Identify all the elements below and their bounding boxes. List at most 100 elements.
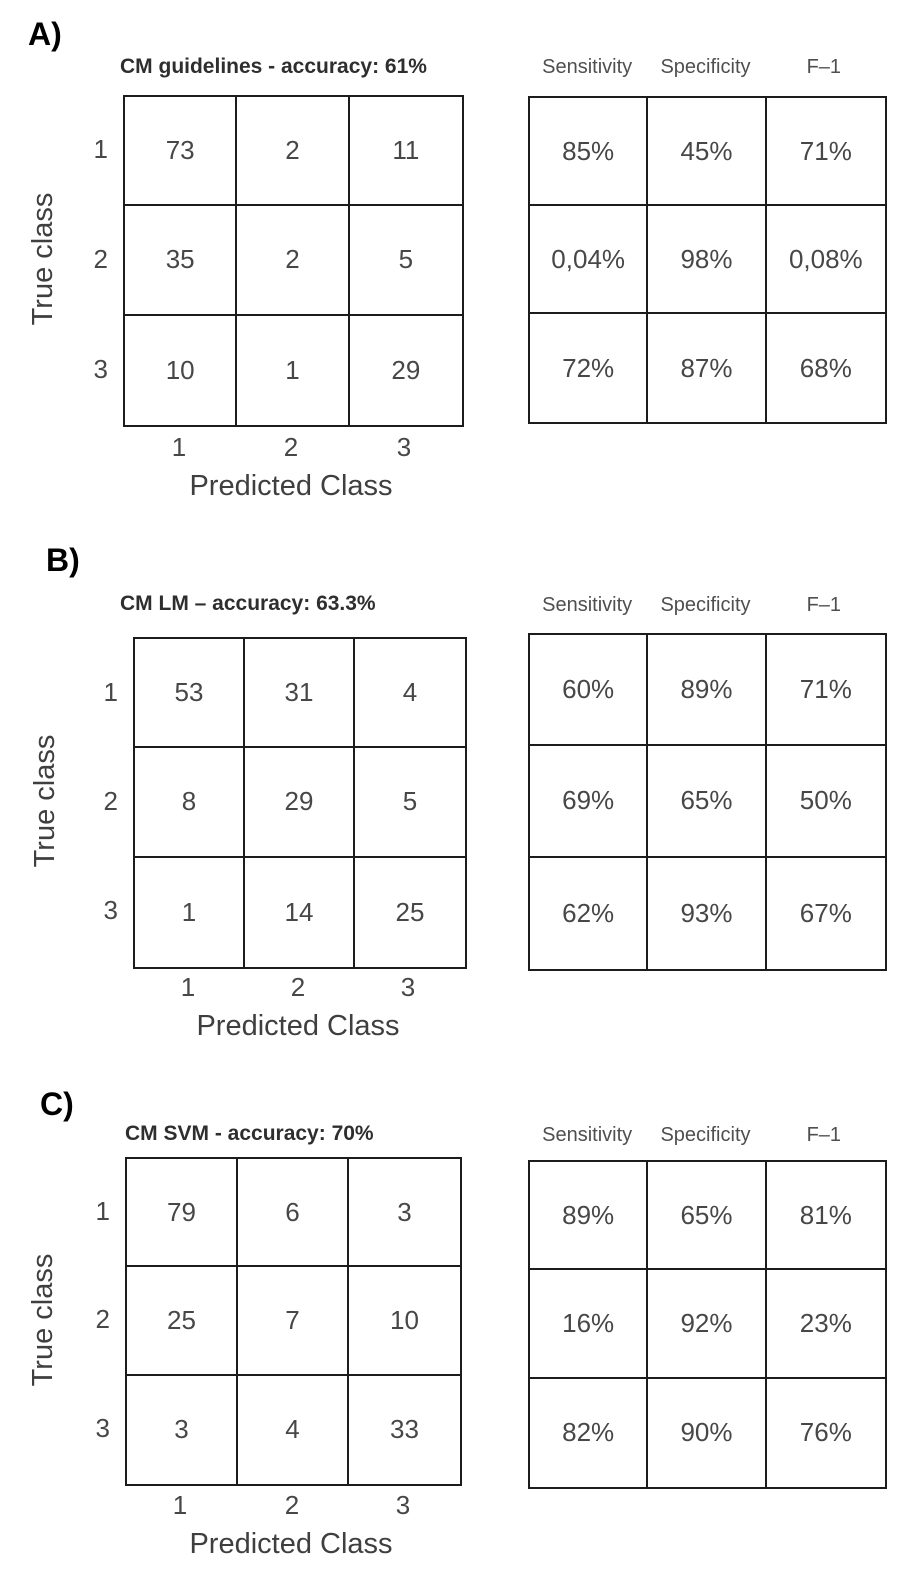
- mt-a-cell-r2c2: 98%: [648, 206, 767, 314]
- panel-b-row-tick-3: 3: [103, 895, 118, 925]
- cm-a-cell-r3c2: 1: [237, 315, 350, 425]
- panel-a-row-tick-2: 2: [93, 244, 108, 274]
- cm-a-cell-r1c3: 11: [349, 97, 462, 207]
- panel-c-letter: C): [40, 1086, 74, 1122]
- mt-a-cell-r2c1: 0,04%: [530, 206, 649, 314]
- metric-header-sensitivity: Sensitivity: [542, 594, 633, 616]
- mt-c-cell-r3c3: 76%: [799, 1417, 852, 1448]
- metric-header-f1: F–1: [806, 56, 842, 78]
- cm-b-cell-r2c1: 8: [135, 748, 245, 858]
- cm-b-cell-r1c1: 53: [135, 639, 245, 749]
- panel-c-row-tick-3: 3: [95, 1413, 110, 1443]
- panel-a-letter: A): [28, 16, 62, 52]
- cm-b-cell-r1c2: 31: [245, 639, 355, 749]
- cm-b-cell-r1c3: 4: [355, 639, 465, 749]
- mt-b-cell-r2c1: 69%: [530, 746, 649, 858]
- panel-b-row-tick-2: 2: [103, 786, 118, 816]
- confusion-matrix-a: 73 2 11 35 2 5 10 1 29: [123, 95, 464, 427]
- mt-b-cell-r3c3: 67%: [799, 897, 852, 928]
- panel-a-row-tick-3: 3: [93, 354, 108, 384]
- panel-c-row-tick-1: 1: [95, 1196, 110, 1226]
- cm-b-cell-r3c3: 25: [395, 896, 425, 927]
- panel-b-metric-headers: Sensitivity Specificity F–1: [528, 594, 883, 617]
- panel-a-x-axis-label: Predicted Class: [189, 470, 393, 502]
- metrics-table-a: 85% 45% 71% 0,04% 98% 0,08% 72% 87% 68%: [528, 96, 887, 424]
- cm-b-cell-r3c1: 1: [135, 857, 245, 967]
- metric-header-specificity: Specificity: [660, 594, 751, 616]
- confusion-matrix-b: 53 31 4 8 29 5 1 14 25: [133, 637, 467, 969]
- mt-b-cell-r1c3: 71%: [766, 635, 885, 747]
- cm-c-cell-r2c3: 10: [349, 1267, 460, 1376]
- mt-a-cell-r3c2: 87%: [648, 314, 767, 422]
- panel-a-col-tick-1: 1: [171, 432, 187, 462]
- panel-a-y-axis-label: True class: [27, 192, 59, 326]
- mt-a-cell-r3c3: 68%: [799, 352, 852, 383]
- cm-c-cell-r2c2: 7: [238, 1267, 349, 1376]
- panel-b-letter: B): [46, 542, 80, 578]
- mt-a-cell-r3c1: 72%: [530, 314, 649, 422]
- panel-c-title: CM SVM - accuracy: 70%: [125, 1122, 374, 1145]
- panel-c-col-tick-3: 3: [395, 1490, 411, 1520]
- mt-a-cell-r1c2: 45%: [648, 98, 767, 206]
- panel-c-row-tick-2: 2: [95, 1304, 110, 1334]
- mt-b-cell-r3c2: 93%: [648, 857, 767, 969]
- metrics-table-c: 89% 65% 81% 16% 92% 23% 82% 90% 76%: [528, 1160, 887, 1489]
- panel-a-col-tick-2: 2: [283, 432, 299, 462]
- cm-b-cell-r3c2: 14: [245, 857, 355, 967]
- panel-b-y-axis-label: True class: [29, 734, 61, 868]
- cm-a-cell-r1c2: 2: [237, 97, 350, 207]
- cm-a-cell-r2c2: 2: [237, 206, 350, 316]
- mt-c-cell-r3c2: 90%: [648, 1378, 767, 1487]
- mt-b-cell-r1c2: 89%: [648, 635, 767, 747]
- cm-a-cell-r2c3: 5: [349, 206, 462, 316]
- cm-c-cell-r1c2: 6: [238, 1159, 349, 1268]
- cm-a-cell-r2c1: 35: [125, 206, 238, 316]
- mt-b-cell-r2c2: 65%: [648, 746, 767, 858]
- mt-a-cell-r1c1: 85%: [530, 98, 649, 206]
- cm-c-cell-r1c3: 3: [349, 1159, 460, 1268]
- mt-c-cell-r2c1: 16%: [530, 1270, 649, 1379]
- mt-c-cell-r3c1: 82%: [530, 1378, 649, 1487]
- mt-c-cell-r1c2: 65%: [648, 1162, 767, 1271]
- cm-a-cell-r1c1: 73: [125, 97, 238, 207]
- panel-c-y-axis-label: True class: [27, 1253, 59, 1387]
- panel-c-metric-headers: Sensitivity Specificity F–1: [528, 1124, 883, 1147]
- metrics-table-b: 60% 89% 71% 69% 65% 50% 62% 93% 67%: [528, 633, 887, 971]
- cm-c-cell-r2c1: 25: [127, 1267, 238, 1376]
- metric-header-f1: F–1: [806, 594, 842, 616]
- metric-header-f1: F–1: [806, 1124, 842, 1146]
- mt-a-cell-r2c3: 0,08%: [766, 206, 885, 314]
- panel-a-metric-headers: Sensitivity Specificity F–1: [528, 56, 883, 79]
- panel-a-col-tick-3: 3: [396, 432, 412, 462]
- mt-b-cell-r1c1: 60%: [530, 635, 649, 747]
- metric-header-sensitivity: Sensitivity: [542, 56, 633, 78]
- panel-c-col-tick-2: 2: [284, 1490, 300, 1520]
- metric-header-specificity: Specificity: [660, 1124, 751, 1146]
- panel-c-col-tick-1: 1: [172, 1490, 188, 1520]
- mt-b-cell-r2c3: 50%: [766, 746, 885, 858]
- panel-b-col-tick-2: 2: [290, 972, 306, 1002]
- panel-b-x-axis-label: Predicted Class: [196, 1010, 400, 1042]
- panel-b-title: CM LM – accuracy: 63.3%: [120, 592, 376, 615]
- cm-c-cell-r1c1: 79: [127, 1159, 238, 1268]
- metric-header-sensitivity: Sensitivity: [542, 1124, 633, 1146]
- panel-b-col-tick-3: 3: [400, 972, 416, 1002]
- panel-b-row-tick-1: 1: [103, 677, 118, 707]
- cm-c-cell-r3c1: 3: [127, 1375, 238, 1484]
- panel-c-x-axis-label: Predicted Class: [189, 1528, 393, 1560]
- mt-c-cell-r2c3: 23%: [766, 1270, 885, 1379]
- panel-a-row-tick-1: 1: [93, 134, 108, 164]
- mt-c-cell-r2c2: 92%: [648, 1270, 767, 1379]
- panel-a-title: CM guidelines - accuracy: 61%: [120, 55, 427, 78]
- mt-b-cell-r3c1: 62%: [530, 857, 649, 969]
- cm-a-cell-r3c1: 10: [125, 315, 238, 425]
- cm-c-cell-r3c3: 33: [390, 1414, 419, 1445]
- panel-b-col-tick-1: 1: [180, 972, 196, 1002]
- cm-a-cell-r3c3: 29: [391, 354, 421, 385]
- cm-c-cell-r3c2: 4: [238, 1375, 349, 1484]
- mt-a-cell-r1c3: 71%: [766, 98, 885, 206]
- cm-b-cell-r2c2: 29: [245, 748, 355, 858]
- confusion-matrix-c: 79 6 3 25 7 10 3 4 33: [125, 1157, 462, 1486]
- cm-b-cell-r2c3: 5: [355, 748, 465, 858]
